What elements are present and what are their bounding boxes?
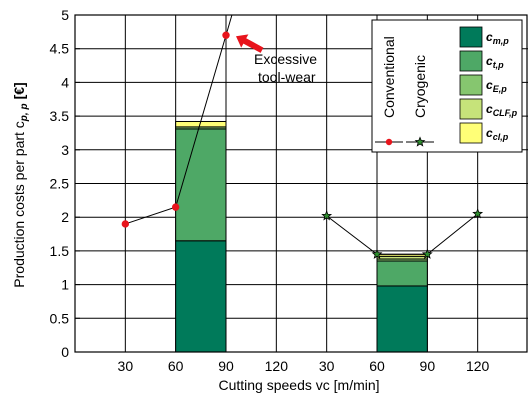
x-tick-label: 30 bbox=[319, 358, 335, 374]
bar-segment-c-t bbox=[175, 128, 227, 242]
y-tick-label: 0 bbox=[61, 344, 69, 360]
x-tick-label: 90 bbox=[420, 358, 436, 374]
annotation-line-2: tool-wear bbox=[258, 69, 316, 85]
legend-swatch-c-e bbox=[459, 74, 483, 96]
y-tick-label: 2 bbox=[61, 209, 69, 225]
y-axis-title-unit: [€] bbox=[11, 82, 27, 99]
tool-wear-arrow-icon bbox=[236, 34, 264, 53]
y-axis-title: Production costs per part cp, p [€] bbox=[11, 82, 30, 287]
bar-segment-c-m bbox=[376, 285, 428, 353]
y-axis-title-main: Production costs per part c bbox=[11, 121, 27, 288]
legend-component-label: cCLF,p bbox=[486, 102, 518, 118]
series-point-conventional bbox=[222, 31, 230, 39]
series-point-cryogenic bbox=[472, 208, 484, 219]
series-line-cryogenic bbox=[326, 213, 478, 255]
legend-component-label: ct,p bbox=[486, 54, 504, 70]
y-tick-label: 0.5 bbox=[50, 310, 70, 326]
x-tick-label: 120 bbox=[265, 358, 289, 374]
annotation-line-1: Excessive bbox=[254, 51, 317, 67]
legend-box bbox=[371, 19, 523, 153]
bar-segment-c-t bbox=[376, 260, 428, 287]
legend-series-cryogenic: Cryogenic bbox=[412, 55, 428, 118]
legend-series-label: Cryogenic bbox=[412, 55, 428, 118]
series-point-conventional bbox=[121, 220, 130, 228]
x-axis-title: Cutting speeds vc [m/min] bbox=[218, 377, 379, 393]
legend-component-label: ccl,p bbox=[486, 126, 509, 142]
x-tick-label: 90 bbox=[218, 358, 234, 374]
series-lines bbox=[121, 14, 484, 259]
series-point-cryogenic bbox=[421, 248, 433, 259]
x-tick-label: 60 bbox=[369, 358, 385, 374]
svg-text:Production costs per part cp,: Production costs per part cp, p [€] bbox=[11, 82, 30, 287]
y-tick-label: 4 bbox=[61, 74, 69, 90]
y-tick-label: 1.5 bbox=[50, 243, 70, 259]
x-tick-label: 120 bbox=[466, 358, 490, 374]
series-point-cryogenic bbox=[371, 248, 383, 259]
y-tick-label: 5 bbox=[61, 7, 69, 23]
series-point-conventional bbox=[171, 203, 180, 211]
series-line-conventional bbox=[125, 14, 233, 225]
y-tick-label: 3 bbox=[61, 142, 69, 158]
plot-frame bbox=[74, 14, 528, 353]
y-tick-label: 2.5 bbox=[50, 176, 70, 192]
annotation: Excessive tool-wear bbox=[236, 34, 317, 85]
y-tick-label: 4.5 bbox=[50, 41, 70, 57]
legend-swatch-c-clf bbox=[459, 98, 483, 120]
legend-marker-star-icon bbox=[414, 136, 426, 147]
y-tick-label: 1 bbox=[61, 277, 69, 293]
x-tick-label: 30 bbox=[118, 358, 134, 374]
legend-marker-circle-icon bbox=[385, 138, 393, 146]
bar-segment-c-m bbox=[175, 240, 227, 353]
tick-labels: 0 0.5 1 1.5 2 2.5 3 3.5 4 4.5 5 30 60 90 120 30 60 90 120 bbox=[50, 7, 490, 374]
series-point-cryogenic bbox=[321, 210, 333, 221]
plot-border bbox=[74, 14, 528, 353]
legend-swatch-c-t bbox=[459, 50, 483, 72]
y-axis-title-sub: p, p bbox=[19, 103, 30, 122]
legend-series-label: Conventional bbox=[381, 36, 397, 118]
legend-component-label: cE,p bbox=[486, 78, 507, 94]
legend: Conventional Cryogenic cm,p ct,p cE,p cCLF,p c… bbox=[371, 19, 523, 153]
x-tick-label: 60 bbox=[168, 358, 184, 374]
stacked-bars bbox=[175, 120, 428, 353]
y-tick-label: 3.5 bbox=[50, 108, 70, 124]
legend-component-label: cm,p bbox=[486, 30, 509, 46]
legend-swatch-c-cl bbox=[459, 122, 483, 144]
legend-series-conventional: Conventional bbox=[381, 36, 397, 118]
legend-swatch-c-m bbox=[459, 26, 483, 48]
